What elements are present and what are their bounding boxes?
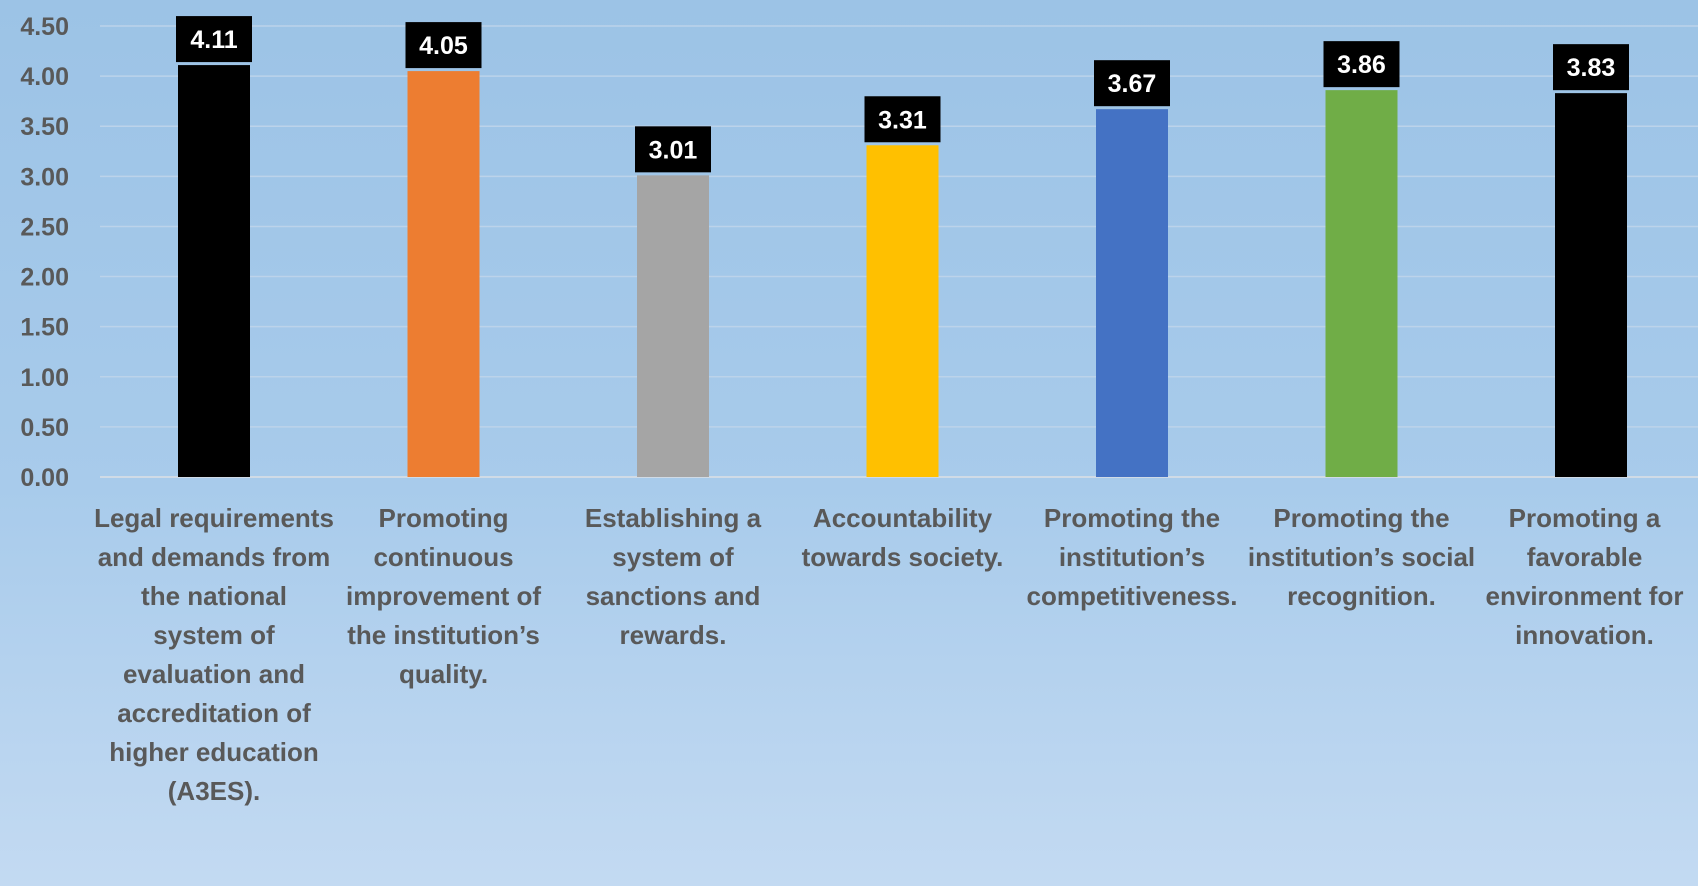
y-tick-label: 0.50 xyxy=(20,414,69,442)
y-tick-label: 1.00 xyxy=(20,364,69,392)
x-category-label: Promoting the institution’s social recog… xyxy=(1247,503,1476,611)
x-category-label: Promoting continuous improvement of the … xyxy=(345,503,542,689)
y-axis: 0.00 0.50 1.00 1.50 2.00 2.50 3.00 3.50 4.00 4.50 xyxy=(20,13,69,492)
y-tick-label: 4.50 xyxy=(20,13,69,41)
data-label-text: 3.83 xyxy=(1567,54,1616,82)
data-labels: 4.11 4.05 3.01 3.31 3.67 3.86 3.83 xyxy=(176,16,1629,173)
x-category-label: Promoting a favorable environment for in… xyxy=(1485,503,1684,650)
data-label: 3.01 xyxy=(635,126,711,173)
y-tick-label: 2.50 xyxy=(20,213,69,241)
x-category-label: Legal requirements and demands from the … xyxy=(94,503,334,806)
data-label-text: 3.67 xyxy=(1108,70,1157,98)
data-label: 4.05 xyxy=(405,22,482,69)
bars xyxy=(178,65,1627,478)
bar xyxy=(1096,109,1168,477)
bar xyxy=(1555,93,1627,477)
bar xyxy=(637,175,709,477)
data-label-box xyxy=(864,96,941,143)
data-label: 3.31 xyxy=(864,96,941,143)
x-category-label: Establishing a system of sanctions and r… xyxy=(584,503,762,650)
y-tick-label: 3.00 xyxy=(20,163,69,191)
data-label-text: 4.05 xyxy=(419,32,468,60)
data-label: 3.86 xyxy=(1323,41,1400,88)
data-label-box xyxy=(635,126,711,173)
data-label-box xyxy=(405,22,482,69)
data-label-text: 4.11 xyxy=(190,26,237,54)
data-label-text: 3.01 xyxy=(649,136,698,164)
data-label: 3.67 xyxy=(1094,60,1170,107)
data-label-text: 3.86 xyxy=(1337,51,1386,79)
data-label-box xyxy=(1094,60,1170,107)
y-tick-label: 4.00 xyxy=(20,63,69,91)
y-tick-label: 3.50 xyxy=(20,113,69,141)
x-category-label: Accountability towards society. xyxy=(801,503,1004,572)
bar xyxy=(866,145,939,477)
data-label: 4.11 xyxy=(176,16,252,63)
bar xyxy=(407,71,480,477)
bar xyxy=(178,65,250,477)
data-label-text: 3.31 xyxy=(878,106,927,134)
y-tick-label: 0.00 xyxy=(20,464,69,492)
x-category-label: Promoting the institution’s competitiven… xyxy=(1026,503,1238,611)
y-tick-label: 2.00 xyxy=(20,264,69,292)
data-label-box xyxy=(1323,41,1400,88)
y-tick-label: 1.50 xyxy=(20,314,69,342)
data-label-box xyxy=(176,16,252,63)
bar xyxy=(1325,90,1398,478)
data-label-box xyxy=(1553,44,1629,91)
data-label: 3.83 xyxy=(1553,44,1629,91)
